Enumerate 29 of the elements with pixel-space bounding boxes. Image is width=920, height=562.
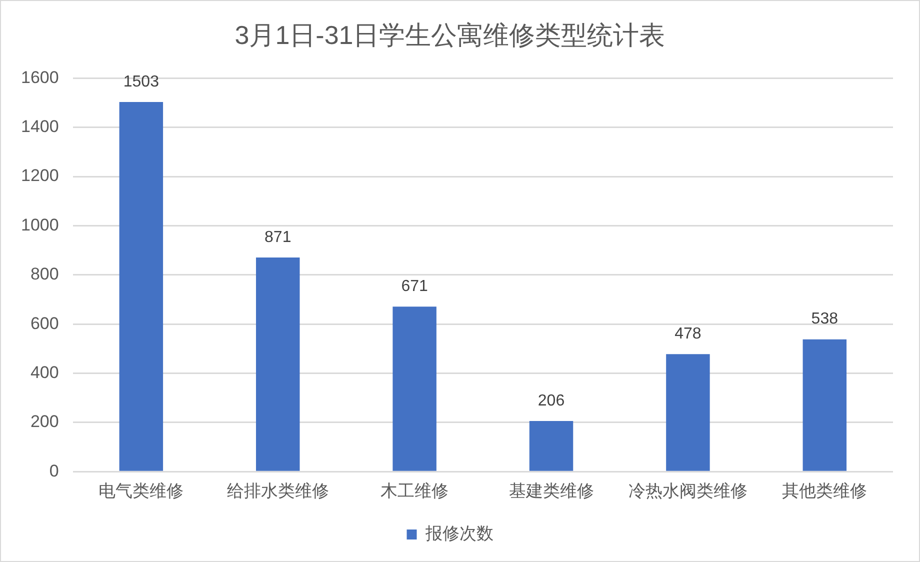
y-tick-label: 1200 xyxy=(20,166,59,186)
bar xyxy=(256,257,300,471)
data-label: 206 xyxy=(538,392,565,410)
legend-label: 报修次数 xyxy=(424,524,494,544)
y-tick-label: 400 xyxy=(30,362,59,382)
data-label: 478 xyxy=(674,325,702,342)
y-tick-label: 200 xyxy=(30,412,59,432)
bar xyxy=(119,102,164,471)
bar xyxy=(392,306,436,471)
x-tick-label: 木工维修 xyxy=(380,481,449,500)
y-tick-label: 1600 xyxy=(20,68,59,87)
data-label: 871 xyxy=(264,228,292,246)
data-label: 538 xyxy=(811,310,838,328)
y-tick-label: 600 xyxy=(30,314,59,333)
data-label: 671 xyxy=(401,278,428,296)
bar xyxy=(802,339,847,471)
y-tick-label: 1400 xyxy=(20,117,59,136)
y-tick-label: 800 xyxy=(30,264,59,284)
x-tick-label: 给排水类维修 xyxy=(226,481,329,500)
bar xyxy=(529,420,574,471)
x-tick-label: 电气类维修 xyxy=(98,481,184,500)
y-tick-label: 0 xyxy=(49,461,59,480)
y-tick-label: 1000 xyxy=(20,215,59,234)
data-label: 1503 xyxy=(123,73,160,90)
x-tick-label: 冷热水阀类维修 xyxy=(628,481,748,500)
x-tick-label: 基建类维修 xyxy=(508,481,594,500)
chart-title: 3月1日-31日学生公寓维修类型统计表 xyxy=(234,20,666,50)
bar xyxy=(666,354,710,471)
x-tick-label: 其他类维修 xyxy=(782,481,868,500)
